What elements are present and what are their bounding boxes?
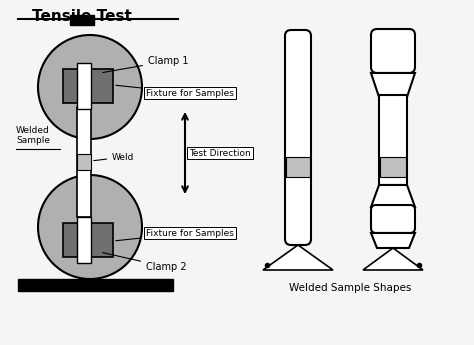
Bar (77, 63, 91, 109)
Polygon shape (371, 185, 415, 207)
Bar (380, 157, 406, 177)
Bar (63, 69, 113, 103)
FancyBboxPatch shape (285, 30, 311, 245)
Bar (63, 223, 113, 257)
Bar (286, 157, 310, 177)
Bar (70, 15, 94, 25)
Text: Tensile Test: Tensile Test (32, 9, 132, 24)
Circle shape (38, 35, 142, 139)
Text: Clamp 2: Clamp 2 (103, 253, 187, 272)
Circle shape (38, 175, 142, 279)
Text: Test Direction: Test Direction (189, 148, 251, 158)
FancyBboxPatch shape (371, 29, 415, 73)
Bar (77, 107, 91, 217)
Text: Fixture for Samples: Fixture for Samples (116, 228, 234, 241)
Text: Welded Sample Shapes: Welded Sample Shapes (289, 283, 411, 293)
Polygon shape (371, 73, 415, 97)
FancyBboxPatch shape (371, 205, 415, 233)
Polygon shape (371, 233, 415, 248)
Bar (77, 217, 91, 263)
Bar (18, 279, 173, 291)
Text: Clamp 1: Clamp 1 (103, 56, 189, 72)
Text: Welded: Welded (16, 126, 50, 135)
Polygon shape (363, 248, 423, 270)
Polygon shape (263, 245, 333, 270)
Text: Weld: Weld (94, 152, 134, 161)
Bar (77, 154, 91, 170)
Text: Sample: Sample (16, 136, 50, 145)
Bar (379, 95, 407, 185)
Text: Fixture for Samples: Fixture for Samples (116, 85, 234, 98)
